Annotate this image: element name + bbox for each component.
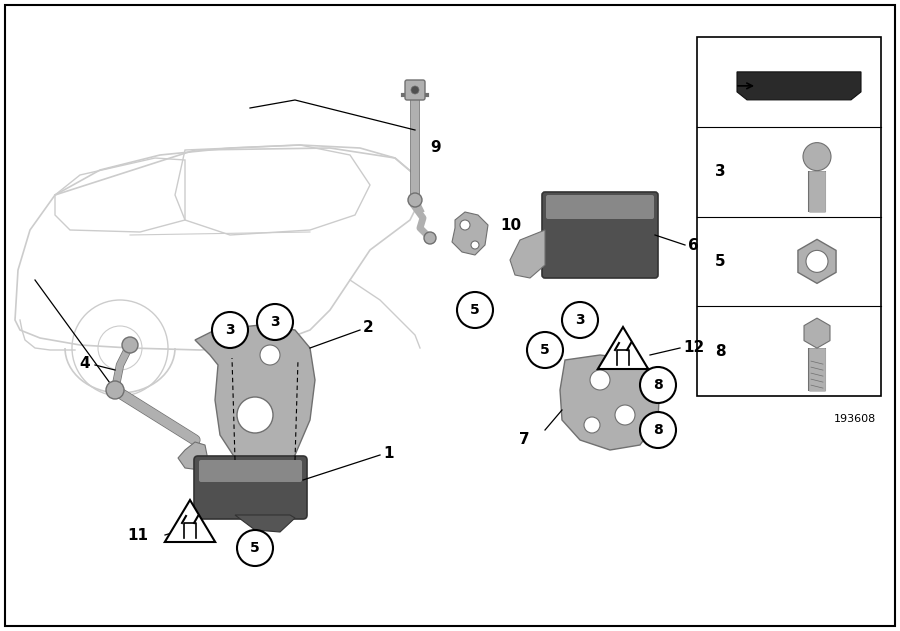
Circle shape [106,381,124,399]
Text: 3: 3 [715,164,725,179]
Circle shape [584,417,600,433]
FancyBboxPatch shape [546,195,654,219]
Circle shape [562,302,598,338]
Polygon shape [598,327,648,369]
Circle shape [615,405,635,425]
Text: 7: 7 [519,432,530,447]
Text: 8: 8 [715,344,725,358]
Circle shape [527,332,563,368]
Circle shape [212,312,248,348]
Text: 8: 8 [653,378,663,392]
FancyBboxPatch shape [405,80,425,100]
Circle shape [806,251,828,273]
Polygon shape [178,442,208,470]
Text: 5: 5 [540,343,550,357]
Text: 12: 12 [683,341,704,355]
Text: 3: 3 [225,323,235,337]
Text: 5: 5 [250,541,260,555]
Polygon shape [452,212,488,255]
Text: 9: 9 [430,141,441,155]
Text: 3: 3 [270,315,280,329]
Text: 2: 2 [363,321,374,336]
Polygon shape [235,515,295,532]
Circle shape [457,292,493,328]
Circle shape [237,397,273,433]
FancyBboxPatch shape [194,456,307,519]
Circle shape [237,530,273,566]
Circle shape [424,232,436,244]
Circle shape [460,220,470,230]
Text: 1: 1 [383,445,393,461]
Text: 3: 3 [575,313,585,327]
FancyBboxPatch shape [199,460,302,482]
Circle shape [257,304,293,340]
Circle shape [411,86,419,94]
Circle shape [640,412,676,448]
Circle shape [122,337,138,353]
Circle shape [471,241,479,249]
Polygon shape [737,72,861,100]
Circle shape [590,370,610,390]
Text: 6: 6 [688,237,698,252]
Text: 10: 10 [500,218,521,232]
Text: 193608: 193608 [833,414,876,424]
Circle shape [408,193,422,207]
Text: 5: 5 [470,303,480,317]
Text: 5: 5 [715,254,725,269]
Circle shape [260,345,280,365]
FancyBboxPatch shape [542,192,658,278]
Text: 11: 11 [127,528,148,543]
Circle shape [640,367,676,403]
Polygon shape [560,355,660,450]
Circle shape [803,143,831,170]
Polygon shape [510,230,545,278]
Bar [697,37,881,396]
Text: 4: 4 [79,355,90,370]
Text: 8: 8 [653,423,663,437]
Polygon shape [195,325,315,472]
Polygon shape [165,500,215,542]
